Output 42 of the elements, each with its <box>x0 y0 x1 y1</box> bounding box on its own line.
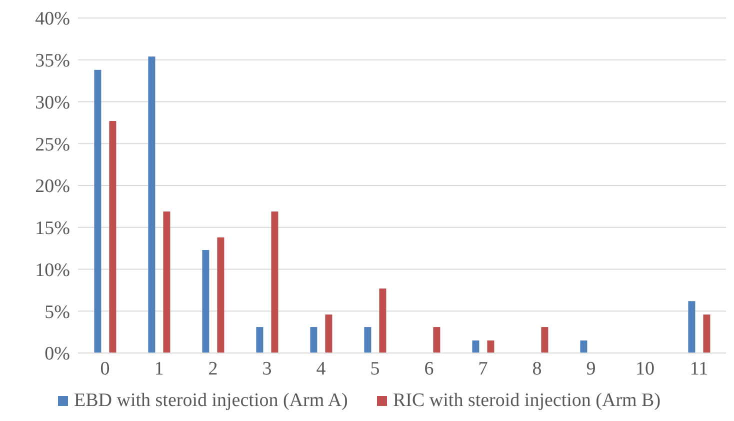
bar <box>163 211 170 353</box>
y-tick-label: 10% <box>35 260 70 281</box>
x-tick-label: 2 <box>208 358 218 380</box>
x-tick-label: 8 <box>532 358 542 380</box>
y-tick-label: 15% <box>35 218 70 240</box>
bar <box>487 340 494 353</box>
legend-label: RIC with steroid injection (Arm B) <box>393 389 661 413</box>
bar <box>379 288 386 353</box>
bar <box>472 340 480 353</box>
x-tick-label: 6 <box>424 358 434 380</box>
bar <box>364 327 372 353</box>
y-tick-label: 40% <box>35 8 70 30</box>
x-tick-label: 4 <box>316 358 326 380</box>
x-tick-label: 7 <box>478 358 488 380</box>
y-tick-label: 30% <box>35 92 70 114</box>
x-tick-label: 5 <box>370 358 380 380</box>
x-tick-label: 0 <box>100 358 110 380</box>
bar <box>271 211 278 353</box>
bar <box>688 301 696 353</box>
bar <box>217 237 224 353</box>
bar <box>310 327 318 353</box>
y-tick-label: 25% <box>35 134 70 156</box>
bar <box>703 314 710 353</box>
legend-label: EBD with steroid injection (Arm A) <box>74 389 348 413</box>
y-tick-label: 0% <box>44 344 70 365</box>
bar <box>325 314 332 353</box>
bar <box>256 327 264 353</box>
bar <box>202 250 210 353</box>
x-tick-label: 10 <box>636 358 654 380</box>
x-tick-label: 9 <box>586 358 596 380</box>
y-tick-label: 35% <box>35 50 70 72</box>
bar <box>580 340 588 353</box>
y-tick-label: 5% <box>44 302 70 323</box>
x-tick-label: 1 <box>154 358 164 380</box>
y-tick-label: 20% <box>35 176 70 198</box>
bar <box>433 327 440 353</box>
bar <box>541 327 548 353</box>
x-tick-label: 11 <box>690 358 708 380</box>
x-tick-label: 3 <box>262 358 272 380</box>
bar <box>109 121 116 353</box>
bar <box>94 70 102 353</box>
bar <box>148 56 156 353</box>
